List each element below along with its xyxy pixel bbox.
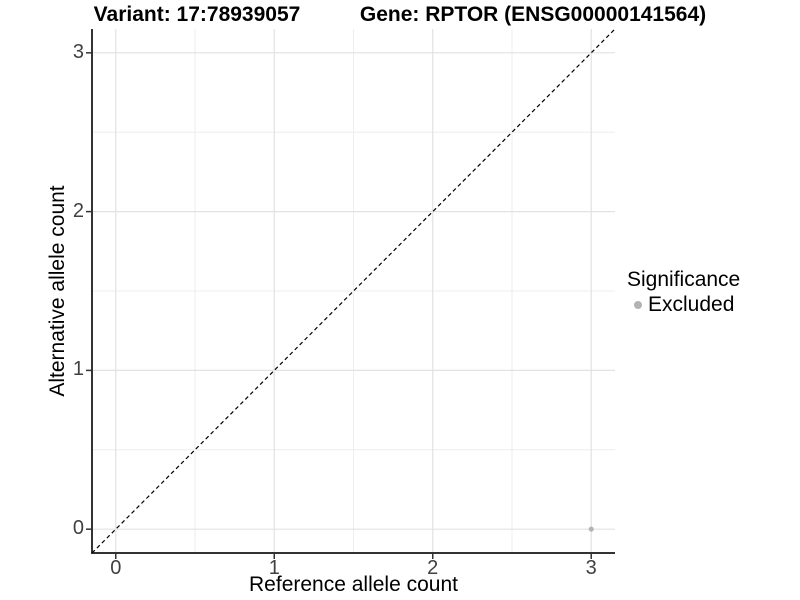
axis-lines — [91, 29, 615, 554]
y-axis-title: Alternative allele count — [46, 185, 69, 397]
y-tick-label-3: 3 — [72, 40, 84, 63]
gene-title: Gene: RPTOR (ENSG00000141564) — [359, 3, 707, 26]
y-tick-label-2: 2 — [72, 199, 84, 222]
x-tick-label-2: 2 — [427, 557, 439, 579]
x-tick-label-1: 1 — [268, 557, 280, 579]
minor-gridlines — [92, 29, 615, 553]
data-points — [588, 526, 594, 532]
variant-title: Variant: 17:78939057 — [93, 3, 301, 26]
legend: Significance Excluded — [627, 268, 740, 317]
identity-reference-line — [91, 28, 616, 554]
legend-entry-excluded: Excluded — [627, 293, 740, 317]
axis-tick-marks — [86, 52, 592, 559]
y-tick-label-1: 1 — [72, 358, 84, 381]
legend-title: Significance — [627, 268, 741, 291]
excluded-point-icon — [634, 301, 642, 309]
x-tick-label-3: 3 — [585, 557, 597, 579]
legend-entry-label: Excluded — [648, 293, 735, 316]
data-point — [588, 526, 594, 532]
x-tick-label-0: 0 — [110, 557, 122, 579]
identity-line — [91, 28, 616, 554]
x-axis-title: Reference allele count — [249, 573, 458, 596]
major-gridlines — [92, 29, 615, 553]
y-tick-label-0: 0 — [72, 517, 84, 540]
